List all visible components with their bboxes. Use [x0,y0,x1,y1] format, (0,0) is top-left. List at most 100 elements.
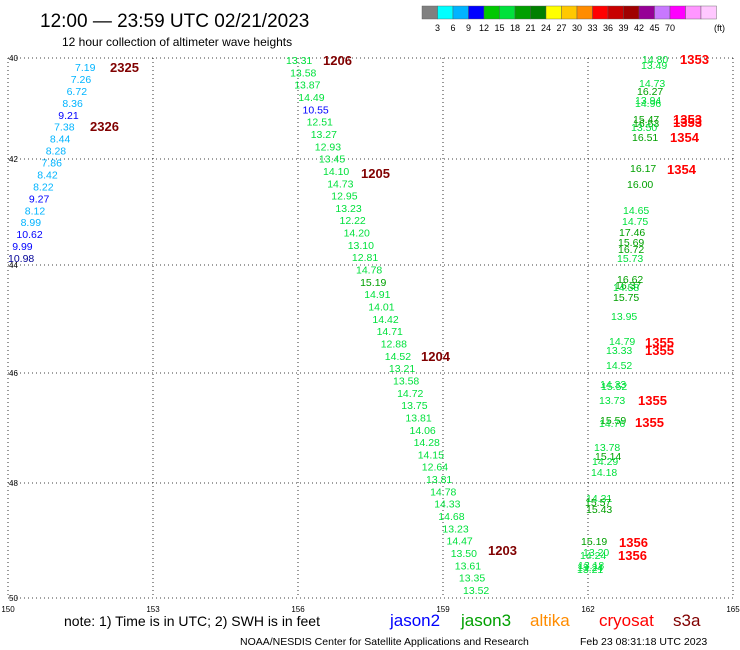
wave-height-value: 14.01 [368,302,394,314]
wave-height-value: 13.49 [641,60,667,72]
wave-height-value: 12.95 [331,191,357,203]
latitude-label: 44 [9,261,18,270]
wave-height-value: 14.91 [364,289,390,301]
wave-height-value: 12.88 [381,339,407,351]
wave-height-value: 14.20 [344,228,370,240]
wave-height-value: 14.68 [438,511,464,523]
wave-height-value: 14.15 [418,449,444,461]
wave-height-value: 13.31 [286,55,312,67]
pass-number: 1355 [638,393,667,408]
wave-height-value: 14.71 [377,326,403,338]
pass-number: 1204 [421,349,451,364]
wave-height-value: 6.72 [67,86,88,98]
wave-height-value: 14.29 [592,456,618,468]
wave-height-value: 12.64 [422,462,448,474]
wave-height-value: 16.17 [630,163,656,175]
legend-swatch [437,5,454,20]
wave-height-value: 10.55 [303,104,329,116]
legend-swatch [700,5,717,20]
wave-height-value: 13.81 [405,412,431,424]
wave-height-value: 16.00 [627,179,653,191]
wave-height-value: 14.33 [434,499,460,511]
wave-height-value: 13.52 [463,585,489,597]
wave-height-value: 13.87 [294,80,320,92]
map-title: 12:00 — 23:59 UTC 02/21/2023 [40,11,309,32]
legend-swatch [545,5,562,20]
wave-height-value: 15.57 [585,497,611,509]
pass-number: 2325 [110,60,139,75]
legend-tick-label: 42 [634,23,644,33]
legend-swatch [561,5,578,20]
pass-number: 1354 [670,130,700,145]
wave-height-value: 14.49 [298,92,324,104]
wave-height-value: 14.24 [580,550,606,562]
legend-swatch [607,5,624,20]
pass-number: 2326 [90,119,119,134]
wave-height-value: 13.50 [631,122,657,134]
wave-height-value: 13.20 [583,547,609,559]
legend-swatch [514,5,531,20]
legend-swatch [654,5,671,20]
latitude-label: 48 [9,479,18,488]
latitude-label: 50 [9,594,18,603]
footer-note: note: 1) Time is in UTC; 2) SWH is in fe… [64,613,320,629]
pass-number: 1356 [618,548,647,563]
wave-height-value: 14.52 [385,351,411,363]
wave-height-value: 13.18 [578,560,604,572]
pass-number: 1353 [680,52,709,67]
latitude-label: 42 [9,155,18,164]
footer-credit: NOAA/NESDIS Center for Satellite Applica… [240,636,529,648]
legend-cryosat: cryosat [599,611,654,630]
wave-height-value: 13.24 [577,562,603,574]
map-subtitle: 12 hour collection of altimeter wave hei… [62,35,292,49]
wave-height-value: 7.19 [75,62,96,74]
wave-height-value: 15.47 [633,114,659,126]
wave-height-value: 8.44 [50,134,71,146]
legend-swatch [669,5,686,20]
wave-height-value: 7.38 [54,122,75,134]
wave-height-value: 14.18 [591,467,617,479]
wave-height-value: 14.96 [635,98,661,110]
wave-height-value: 7.26 [71,74,92,86]
wave-height-value: 16.62 [617,274,643,286]
wave-height-value: 12.93 [315,141,341,153]
legend-tick-label: 70 [665,23,675,33]
wave-height-value: 14.75 [622,216,648,228]
legend-tick-label: 45 [649,23,659,33]
latitude-label: 40 [9,54,18,63]
wave-height-value: 9.27 [29,193,50,205]
wave-height-value: 14.78 [356,265,382,277]
wave-height-value: 17.46 [619,227,645,239]
wave-height-value: 13.95 [611,311,637,323]
legend-swatch [685,5,702,20]
wave-height-value: 14.73 [327,178,353,190]
wave-height-value: 14.78 [430,486,456,498]
wave-height-value: 15.73 [617,253,643,265]
wave-height-value: 16.51 [632,132,658,144]
legend-swatch [483,5,500,20]
legend-swatch [452,5,469,20]
wave-height-value: 15.59 [600,415,626,427]
wave-height-value: 9.21 [58,110,79,122]
axis-labels: 150 153 156 159 162 165 40 42 44 46 48 50 [1,54,740,614]
latitude-label: 46 [9,369,18,378]
legend-tick-label: 6 [450,23,455,33]
wave-height-value: 13.33 [606,345,632,357]
wave-height-value: 15.69 [618,237,644,249]
footer-timestamp: Feb 23 08:31:18 UTC 2023 [580,636,707,648]
wave-height-value: 12.22 [340,215,366,227]
wave-height-value: 10.98 [8,253,34,265]
wave-height-value: 16.72 [618,244,644,256]
legend-tick-label: 3 [435,23,440,33]
wave-height-value: 14.73 [639,78,665,90]
legend-unit: (ft) [714,23,725,33]
wave-height-value: 13.75 [401,400,427,412]
legend-swatch [576,5,593,20]
wave-height-value: 13.23 [335,203,361,215]
wave-height-value: 14.33 [600,379,626,391]
wave-height-value: 12.81 [352,252,378,264]
longitude-label: 165 [726,605,740,614]
wave-height-value: 16.27 [637,86,663,98]
wave-height-value: 14.42 [372,314,398,326]
wave-height-value: 8.22 [33,181,54,193]
